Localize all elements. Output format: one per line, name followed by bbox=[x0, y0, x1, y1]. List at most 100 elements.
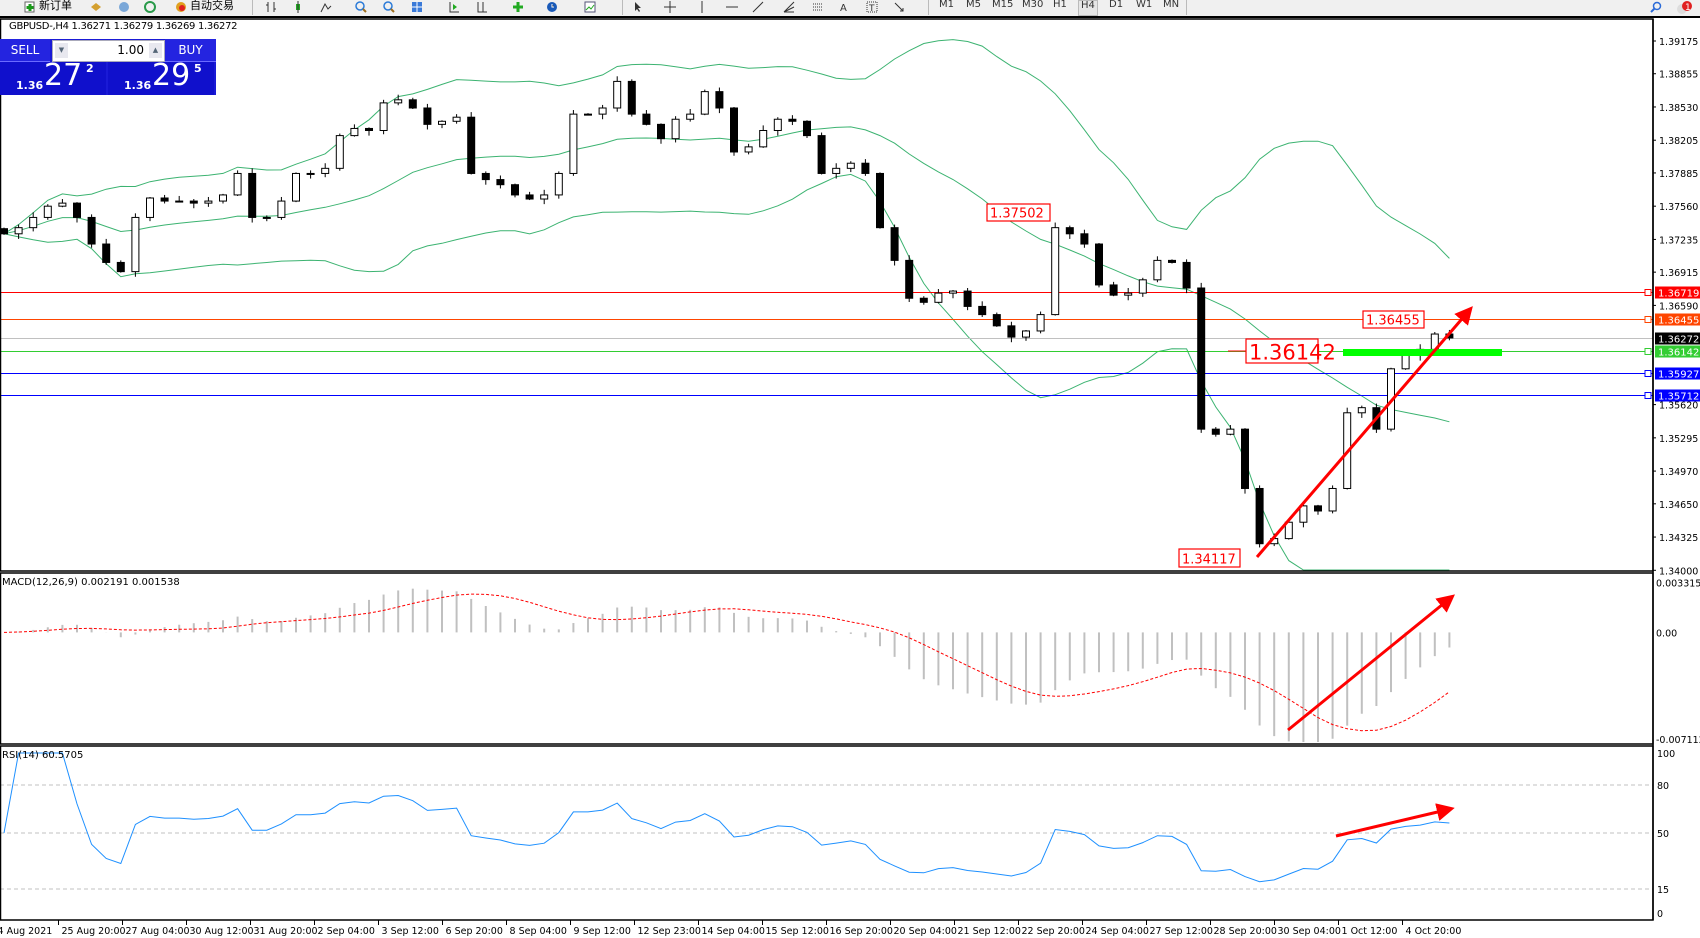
templates-icon[interactable] bbox=[584, 1, 596, 13]
auto-scroll-icon[interactable] bbox=[448, 1, 460, 13]
bearish-candle[interactable] bbox=[1211, 428, 1220, 435]
bearish-candle[interactable] bbox=[481, 172, 490, 181]
text-label-icon[interactable]: T bbox=[866, 1, 878, 14]
bullish-candle[interactable] bbox=[1328, 487, 1337, 512]
bullish-candle[interactable] bbox=[146, 197, 154, 218]
bearish-candle[interactable] bbox=[1241, 428, 1249, 489]
bullish-candle[interactable] bbox=[934, 292, 943, 303]
bullish-candle[interactable] bbox=[671, 118, 680, 140]
bullish-candle[interactable] bbox=[846, 162, 855, 169]
bullish-candle[interactable] bbox=[219, 194, 227, 202]
bullish-candle[interactable] bbox=[1051, 227, 1060, 316]
bullish-candle[interactable] bbox=[613, 80, 622, 109]
bearish-candle[interactable] bbox=[876, 172, 884, 229]
price-label-box[interactable] bbox=[1362, 310, 1425, 329]
bullish-candle[interactable] bbox=[131, 216, 140, 273]
timeframe-h1[interactable]: H1 bbox=[1053, 0, 1067, 10]
lot-increase-button[interactable]: ▲ bbox=[149, 43, 162, 58]
bearish-candle[interactable] bbox=[408, 99, 417, 109]
bullish-candle[interactable] bbox=[700, 91, 709, 115]
new-order-button[interactable]: 新订单 bbox=[39, 0, 72, 12]
timeframe-m30[interactable]: M30 bbox=[1022, 0, 1044, 10]
bearish-candle[interactable] bbox=[1197, 287, 1206, 430]
bearish-candle[interactable] bbox=[160, 197, 169, 202]
bearish-candle[interactable] bbox=[73, 202, 81, 218]
bullish-candle[interactable] bbox=[394, 99, 403, 104]
bearish-candle[interactable] bbox=[1109, 284, 1118, 296]
support-zone-rectangle[interactable] bbox=[1343, 349, 1502, 356]
bullish-candle[interactable] bbox=[540, 194, 549, 200]
bullish-candle[interactable] bbox=[569, 113, 578, 174]
zoom-in-icon[interactable] bbox=[355, 1, 367, 13]
bullish-candle[interactable] bbox=[832, 167, 841, 174]
text-icon[interactable]: A bbox=[838, 1, 850, 14]
macd-panel[interactable]: MACD(12,26,9) 0.002191 0.001538 bbox=[2, 577, 1451, 742]
fibonacci-fan-icon[interactable] bbox=[783, 1, 795, 13]
bearish-candle[interactable] bbox=[511, 184, 519, 196]
tile-windows-icon[interactable] bbox=[411, 1, 423, 13]
market-watch-icon[interactable] bbox=[90, 1, 102, 13]
bullish-candle[interactable] bbox=[335, 135, 344, 169]
crosshair-icon[interactable] bbox=[664, 1, 676, 13]
bullish-candle[interactable] bbox=[175, 200, 184, 203]
bearish-candle[interactable] bbox=[102, 243, 111, 263]
lot-decrease-button[interactable]: ▼ bbox=[55, 43, 68, 58]
fibonacci-icon[interactable] bbox=[812, 1, 824, 13]
auto-trading-button[interactable]: 自动交易 bbox=[190, 0, 234, 12]
bearish-candle[interactable] bbox=[1255, 487, 1264, 545]
bullish-candle[interactable] bbox=[1299, 505, 1308, 523]
price-label-box[interactable] bbox=[1178, 548, 1241, 568]
bullish-candle[interactable] bbox=[1022, 330, 1030, 338]
bullish-candle[interactable] bbox=[379, 102, 388, 131]
bearish-candle[interactable] bbox=[1007, 325, 1016, 338]
bullish-candle[interactable] bbox=[43, 205, 52, 218]
sell-button[interactable]: SELL bbox=[0, 39, 50, 62]
periods-icon[interactable] bbox=[546, 1, 558, 13]
level-line-handle[interactable] bbox=[1644, 289, 1652, 296]
price-panel[interactable] bbox=[0, 39, 1653, 571]
data-window-icon[interactable] bbox=[118, 1, 130, 13]
bullish-candle[interactable] bbox=[744, 146, 753, 153]
price-label-text[interactable]: 1.34117 bbox=[1182, 553, 1236, 568]
cursor-icon[interactable] bbox=[632, 1, 644, 13]
price-label-box[interactable] bbox=[986, 203, 1051, 222]
bearish-candle[interactable] bbox=[423, 107, 432, 125]
timeframe-m1[interactable]: M1 bbox=[939, 0, 954, 10]
zoom-out-icon[interactable] bbox=[383, 1, 395, 13]
buy-price[interactable]: 1.36 29 5 bbox=[108, 58, 214, 95]
bullish-candle[interactable] bbox=[29, 216, 38, 229]
bearish-candle[interactable] bbox=[788, 118, 797, 122]
bullish-candle[interactable] bbox=[438, 120, 446, 125]
bearish-candle[interactable] bbox=[189, 200, 198, 204]
bearish-candle[interactable] bbox=[87, 216, 96, 245]
price-trend-arrow[interactable] bbox=[1255, 306, 1473, 558]
price-label-text[interactable]: 1.36142 bbox=[1249, 341, 1336, 365]
level-line-handle[interactable] bbox=[1644, 370, 1652, 377]
bar-chart-icon[interactable] bbox=[265, 1, 277, 13]
bullish-candle[interactable] bbox=[584, 113, 592, 116]
candlestick-icon[interactable] bbox=[292, 1, 304, 13]
price-label-text[interactable]: 1.36455 bbox=[1366, 314, 1420, 329]
bearish-candle[interactable] bbox=[978, 305, 987, 316]
bullish-candle[interactable] bbox=[759, 129, 768, 148]
bullish-candle[interactable] bbox=[321, 167, 330, 174]
bearish-candle[interactable] bbox=[803, 120, 811, 137]
bearish-candle[interactable] bbox=[642, 113, 651, 125]
price-label-box[interactable] bbox=[1245, 338, 1319, 364]
bearish-candle[interactable] bbox=[116, 261, 125, 273]
level-line-handle[interactable] bbox=[1644, 392, 1652, 399]
level-line-handle[interactable] bbox=[1644, 316, 1652, 323]
bearish-candle[interactable] bbox=[0, 228, 8, 235]
bearish-candle[interactable] bbox=[919, 297, 928, 303]
indicators-icon[interactable] bbox=[512, 1, 524, 13]
vertical-line-icon[interactable] bbox=[696, 1, 708, 13]
new-order-icon[interactable] bbox=[24, 1, 36, 13]
lot-size-input[interactable]: ▼ 1.00 ▲ bbox=[52, 40, 165, 62]
bearish-candle[interactable] bbox=[496, 179, 505, 186]
bearish-candle[interactable] bbox=[1314, 505, 1322, 512]
signals-icon[interactable] bbox=[144, 1, 156, 13]
bearish-candle[interactable] bbox=[890, 227, 899, 261]
bearish-candle[interactable] bbox=[730, 107, 738, 153]
level-line-handle[interactable] bbox=[1644, 348, 1652, 355]
bearish-candle[interactable] bbox=[1182, 261, 1191, 289]
